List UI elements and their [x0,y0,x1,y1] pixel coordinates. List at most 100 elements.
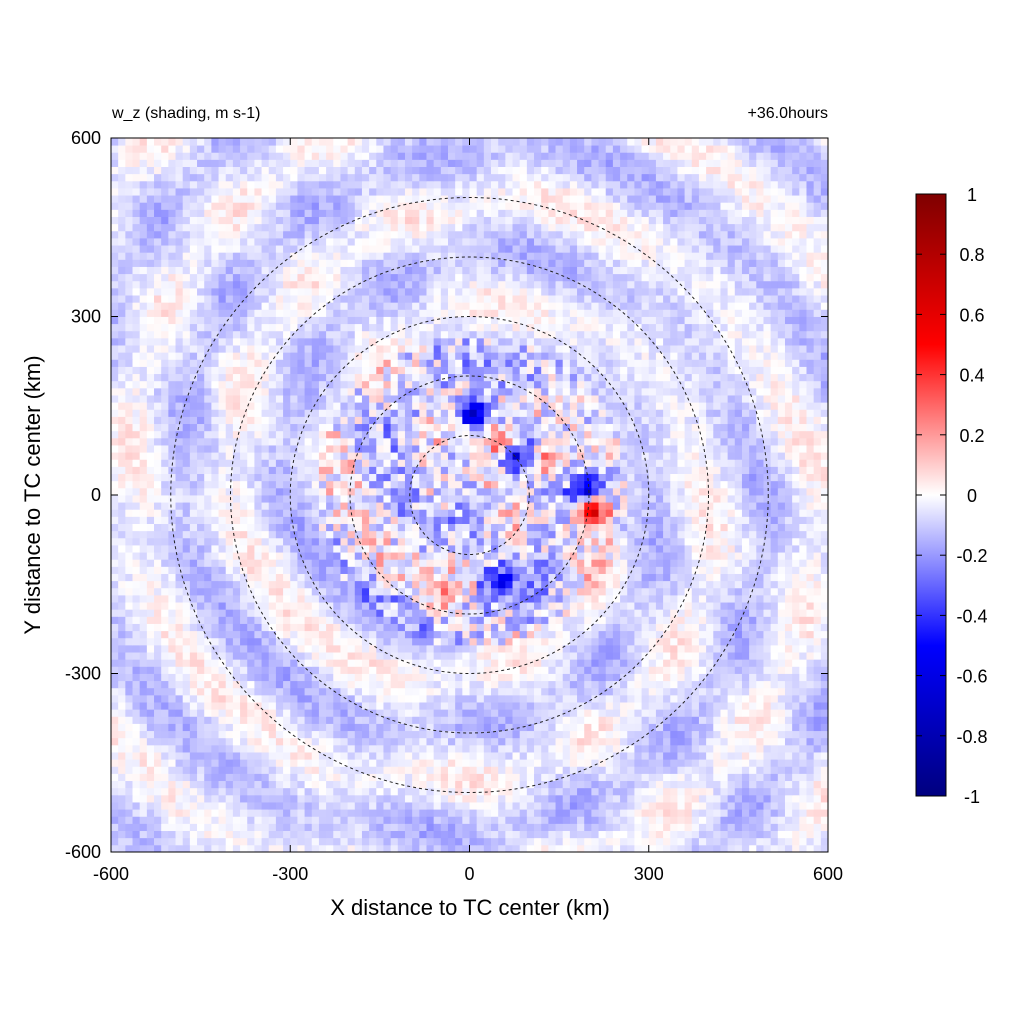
shade-cell [462,837,470,846]
shade-cell [197,744,205,753]
shade-cell [412,802,420,810]
shade-cell [777,544,786,553]
shade-cell [447,780,456,789]
shade-cell [634,509,642,517]
shade-cell [361,794,370,803]
shade-cell [605,766,614,774]
shade-cell [225,559,234,567]
shade-cell [225,516,234,524]
shade-cell [376,495,384,503]
shade-cell [218,787,227,796]
shade-cell [189,544,198,553]
shade-cell [412,744,420,753]
shade-cell [777,694,786,703]
shade-cell [569,609,578,617]
shade-cell [247,744,255,753]
shade-cell [168,537,176,546]
shade-cell [204,694,212,703]
shade-cell [734,794,743,803]
shade-cell [677,723,685,732]
shade-cell [455,523,463,532]
shade-cell [118,794,126,803]
shade-cell [440,652,449,660]
shade-cell [684,702,693,710]
shade-cell [275,644,284,653]
shade-cell [175,652,184,660]
shade-cell [254,809,262,817]
shade-cell [440,680,449,689]
shade-cell [261,716,270,724]
shade-cell [189,559,198,567]
shade-cell [756,523,764,532]
shade-cell [455,566,463,574]
shade-cell [419,780,427,789]
shade-cell [283,809,291,817]
shade-cell [577,794,585,803]
shade-cell [548,580,556,589]
shade-cell [505,730,513,739]
shade-cell [419,537,427,546]
shade-cell [111,773,119,782]
shade-cell [598,730,607,739]
shade-cell [146,630,155,639]
shade-cell [182,816,191,824]
shade-cell [433,630,442,639]
shade-cell [526,566,535,574]
shade-cell [469,709,478,717]
shade-cell [763,752,772,760]
shade-cell [577,752,585,760]
shade-cell [447,659,456,667]
shade-cell [727,716,736,724]
shade-cell [232,609,241,617]
shade-cell [756,666,764,674]
shade-cell [584,802,592,810]
shade-cell [311,702,320,710]
shade-cell [297,544,305,553]
shade-cell [799,666,807,674]
shade-cell [806,652,815,660]
shade-cell [469,559,478,567]
shade-cell [655,566,664,574]
shade-cell [154,837,162,846]
shade-cell [254,780,262,789]
shade-cell [541,652,549,660]
shade-cell [756,702,764,710]
shade-cell [447,730,456,739]
shade-cell [333,495,341,503]
shade-cell [161,580,169,589]
shade-cell [304,573,313,582]
shade-cell [627,559,635,567]
shade-cell [397,609,406,617]
shade-cell [555,694,564,703]
shade-cell [483,516,492,524]
shade-cell [799,502,807,510]
shade-cell [577,495,585,503]
shade-cell [390,652,399,660]
shade-cell [806,502,815,510]
shade-cell [734,502,743,510]
shade-cell [139,687,148,696]
shade-cell [519,694,528,703]
shade-cell [232,502,241,510]
shade-cell [720,623,729,632]
shade-cell [577,573,585,582]
shade-cell [232,794,241,803]
shade-cell [419,502,427,510]
shade-cell [290,573,298,582]
shade-cell [491,787,499,796]
shade-cell [548,502,556,510]
shade-cell [670,509,678,517]
shade-cell [663,730,671,739]
shade-cell [361,644,370,653]
shade-cell [555,809,564,817]
shade-cell [591,623,599,632]
shade-cell [605,666,614,674]
shade-cell [433,730,442,739]
shade-cell [799,780,807,789]
shade-cell [304,830,313,839]
shade-cell [426,773,435,782]
shade-cell [283,694,291,703]
shade-cell [247,630,255,639]
shade-cell [605,830,614,839]
shade-cell [777,780,786,789]
